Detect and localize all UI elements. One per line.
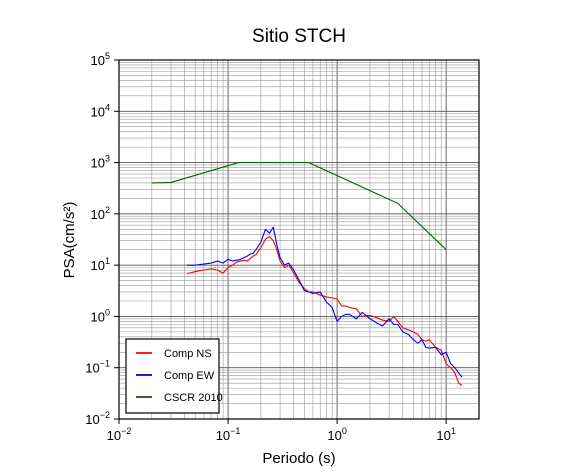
series-line-comp-ns: [186, 236, 463, 386]
legend-box: [125, 338, 220, 414]
legend-label: Comp NS: [164, 348, 212, 360]
plot-frame: [118, 59, 480, 420]
y-tick-label: 102: [91, 205, 110, 222]
x-tick-label: 10−1: [216, 426, 241, 443]
x-tick-label: 100: [327, 426, 346, 443]
y-tick-label: 104: [91, 102, 110, 119]
series-line-cscr-2010: [151, 162, 447, 251]
x-tick-label: 101: [436, 426, 455, 443]
series-line-comp-ew: [186, 226, 463, 378]
y-tick-label: 100: [91, 307, 110, 324]
plot-series: [151, 162, 463, 386]
x-tick-labels: 10−2 10−1 100 101: [107, 419, 456, 443]
x-tick-label: 10−2: [107, 426, 132, 443]
y-tick-label: 10−2: [85, 410, 110, 427]
y-tick-label: 101: [91, 256, 110, 273]
chart-title: Sitio STCH: [252, 26, 346, 47]
y-tick-label: 105: [91, 51, 110, 68]
x-axis-label: Periodo (s): [262, 450, 335, 467]
y-tick-label: 10−1: [85, 359, 110, 376]
y-axis-label: PSA(cm/s²): [61, 202, 78, 279]
legend-label: CSCR 2010: [164, 392, 223, 404]
legend-label: Comp EW: [164, 370, 215, 382]
legend: Comp NS Comp EW CSCR 2010: [125, 338, 223, 414]
y-tick-labels: 10−2 10−1 100 101 102 103 104 105: [85, 51, 119, 427]
y-tick-label: 103: [91, 154, 110, 171]
